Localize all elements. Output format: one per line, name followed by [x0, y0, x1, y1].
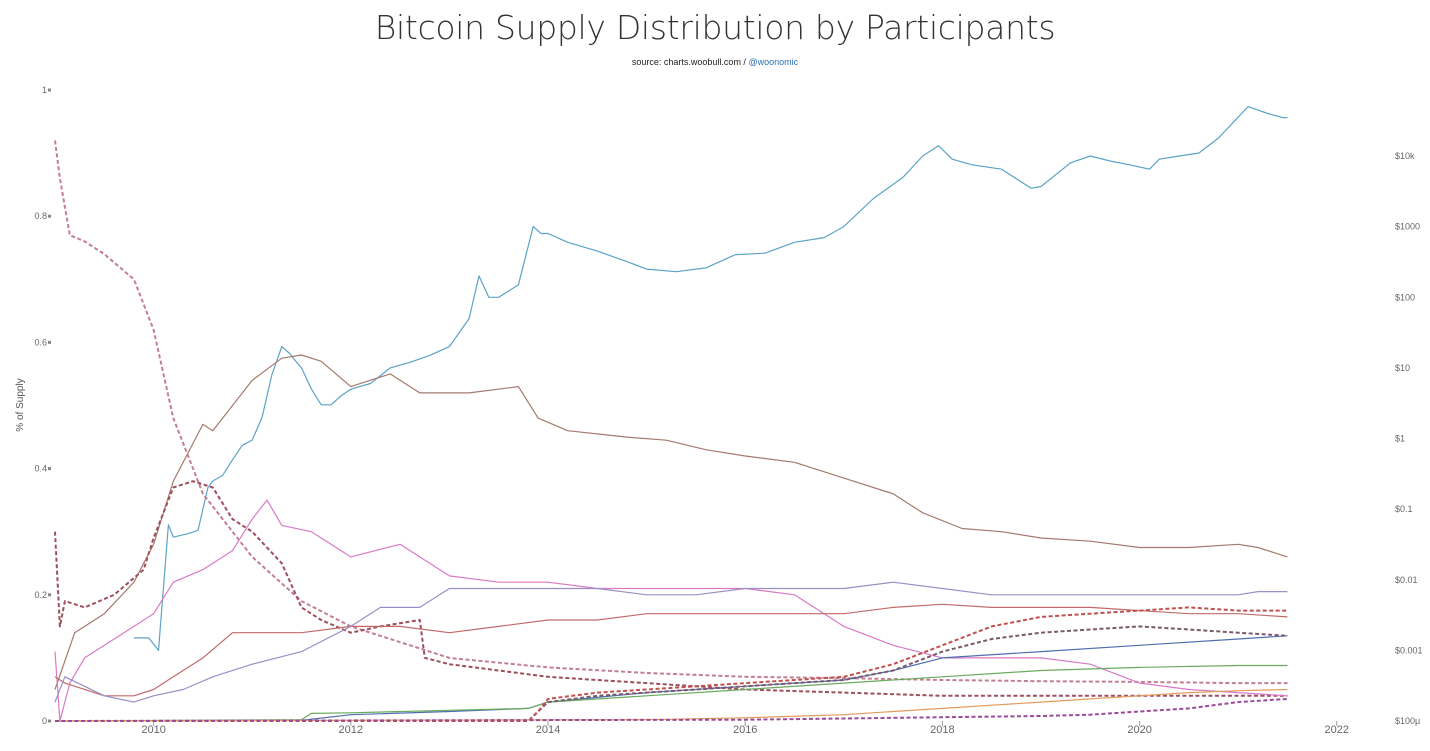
y-right-tick-label: $10	[1395, 363, 1410, 373]
y-right-tick-label: $100	[1395, 292, 1415, 302]
series-line-4	[54, 499, 1288, 722]
series-line-11	[54, 688, 1288, 722]
series-layer	[54, 106, 1288, 722]
y-right-tick-label: $1000	[1395, 222, 1420, 232]
x-tick-label: 2022	[1325, 724, 1349, 736]
y-axis-label: % of Supply	[15, 378, 26, 431]
series-line-9	[55, 625, 1288, 722]
y-right-tick-label: $0.001	[1395, 645, 1423, 655]
x-tick-label: 2018	[930, 724, 954, 736]
y-left-tick-mark	[48, 88, 51, 92]
y-left-tick-label: 0.2	[34, 590, 47, 600]
series-line-3	[54, 480, 1288, 697]
y-left-tick-mark	[48, 340, 51, 344]
y-left-tick-label: 0.4	[34, 464, 47, 474]
x-axis: 2010 2012 2014 2016 2018 2020 2022	[141, 721, 1349, 736]
series-line-6	[54, 581, 1288, 703]
subtitle-handle-link[interactable]: @woonomic	[748, 57, 799, 67]
chart-subtitle: source: charts.woobull.com / @woonomic	[0, 57, 1430, 67]
y-left-tick-label: 1	[42, 85, 47, 95]
y-right-tick-label: $0.01	[1395, 575, 1418, 585]
series-line-7	[54, 635, 1288, 722]
y-left-tick-mark	[48, 593, 51, 597]
y-left-tick-label: 0	[42, 716, 47, 726]
y-right-tick-label: $0.1	[1395, 504, 1413, 514]
y-left-tick-mark	[48, 467, 51, 471]
y-left-axis: 0 0.2 0.4 0.6 0.8 1	[34, 85, 51, 726]
y-left-tick-mark	[48, 214, 51, 218]
x-tick-label: 2016	[733, 724, 757, 736]
y-right-tick-label: $1	[1395, 434, 1405, 444]
series-line-8	[54, 664, 1288, 722]
x-tick-label: 2014	[536, 724, 560, 736]
x-tick-label: 2010	[141, 724, 165, 736]
series-line-12	[54, 697, 1288, 722]
series-line-1	[54, 354, 1288, 690]
y-right-axis: $100μ $0.001 $0.01 $0.1 $1 $10 $100 $1000 $10k	[1395, 151, 1423, 726]
y-right-tick-label: $10k	[1395, 151, 1415, 161]
series-line-5	[54, 603, 1288, 697]
y-left-tick-label: 0.8	[34, 211, 47, 221]
y-left-tick-label: 0.6	[34, 337, 47, 347]
y-left-tick-mark	[48, 719, 51, 723]
y-right-tick-label: $100μ	[1395, 716, 1420, 726]
subtitle-source: source: charts.woobull.com /	[631, 57, 749, 67]
series-line-0	[133, 106, 1288, 651]
chart-title: Bitcoin Supply Distribution by Participa…	[374, 8, 1056, 47]
series-line-2	[54, 140, 1288, 685]
series-line-10	[55, 606, 1288, 722]
x-tick-label: 2020	[1127, 724, 1151, 736]
x-tick-label: 2012	[339, 724, 363, 736]
